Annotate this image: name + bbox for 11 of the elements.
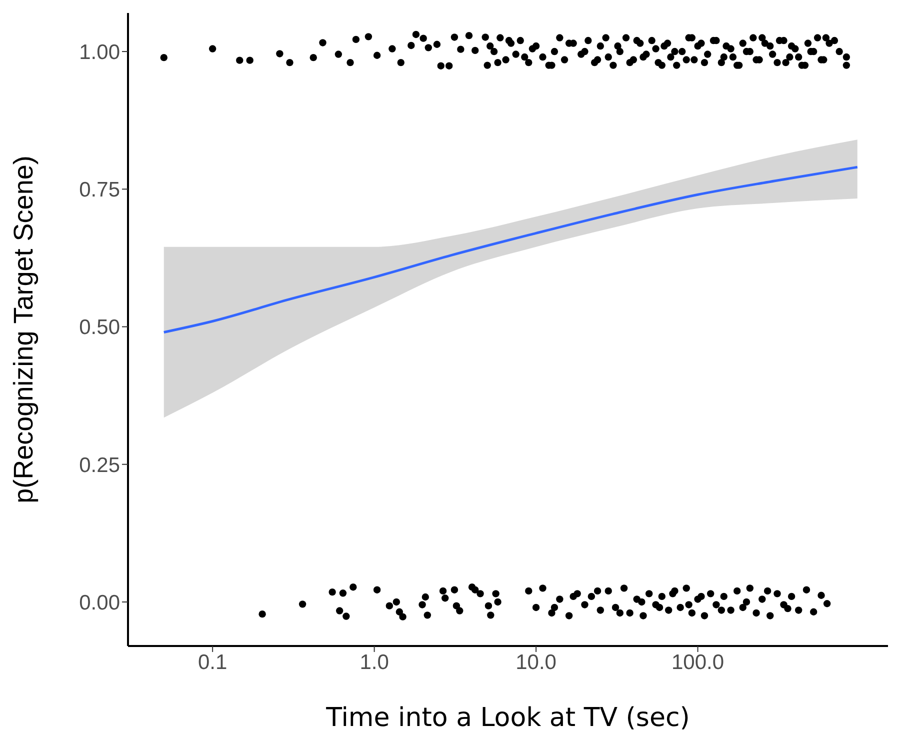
y-tick-label: 0.25 bbox=[79, 454, 120, 477]
y-tick-label: 0.75 bbox=[79, 178, 120, 202]
x-axis-title: Time into a Look at TV (sec) bbox=[325, 703, 690, 733]
y-axis-title: p(Recognizing Target Scene) bbox=[8, 156, 39, 504]
x-tick-label: 100.0 bbox=[672, 650, 724, 674]
y-tick-label: 0.00 bbox=[79, 591, 120, 614]
x-tick-label: 0.1 bbox=[198, 650, 228, 674]
y-tick-label: 1.00 bbox=[79, 40, 120, 64]
x-tick-label: 1.0 bbox=[360, 650, 389, 674]
x-tick-label: 10.0 bbox=[516, 650, 556, 674]
y-tick-label: 0.50 bbox=[79, 316, 120, 340]
